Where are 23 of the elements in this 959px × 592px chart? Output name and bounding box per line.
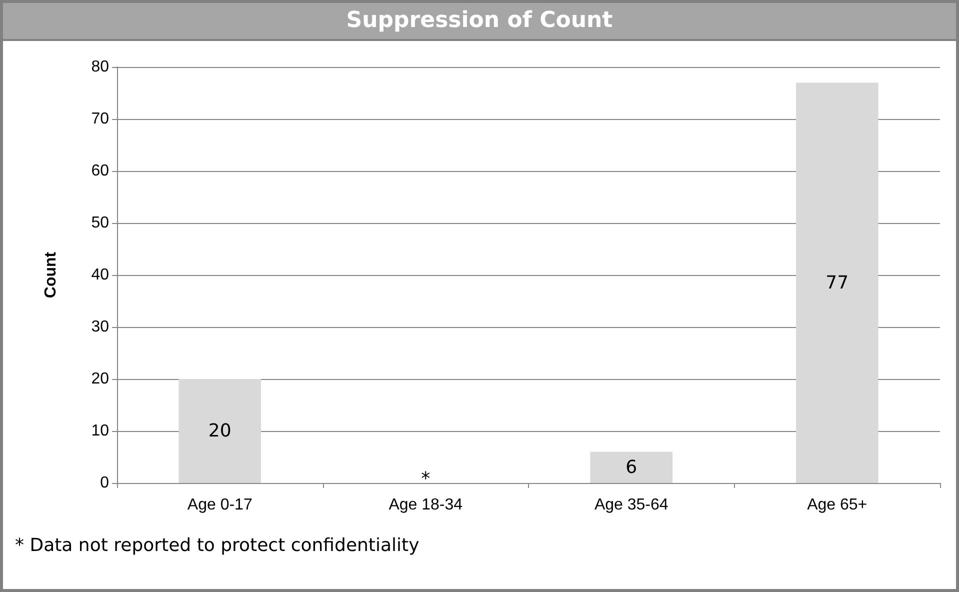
y-tick-label: 0	[100, 474, 110, 492]
y-tick-label: 40	[91, 266, 110, 284]
y-tick-label: 80	[91, 58, 110, 76]
text: *	[421, 468, 430, 490]
y-tick-label: 20	[91, 370, 110, 388]
bar	[796, 82, 878, 483]
y-tick-label: 30	[91, 318, 110, 336]
bar	[178, 379, 262, 483]
data-label: 6	[626, 456, 638, 478]
data-label: 77	[826, 272, 849, 294]
y-tick-label: 60	[91, 162, 110, 180]
x-tick-label: Age 18-34	[388, 496, 463, 514]
y-axis-title: Count	[42, 251, 60, 298]
y-tick-label: 10	[91, 422, 110, 440]
x-tick-label: Age 65+	[807, 496, 868, 514]
y-tick-label: 50	[91, 214, 110, 232]
x-tick-label: Age 0-17	[187, 496, 252, 514]
x-tick-label: Age 35-64	[594, 496, 668, 514]
y-tick-label: 70	[91, 110, 110, 128]
text: * Data not reported to protect confidentiality	[15, 535, 420, 556]
chart-title: Suppression of Count	[3, 3, 956, 41]
data-label: 20	[208, 420, 232, 442]
bar	[590, 452, 673, 483]
